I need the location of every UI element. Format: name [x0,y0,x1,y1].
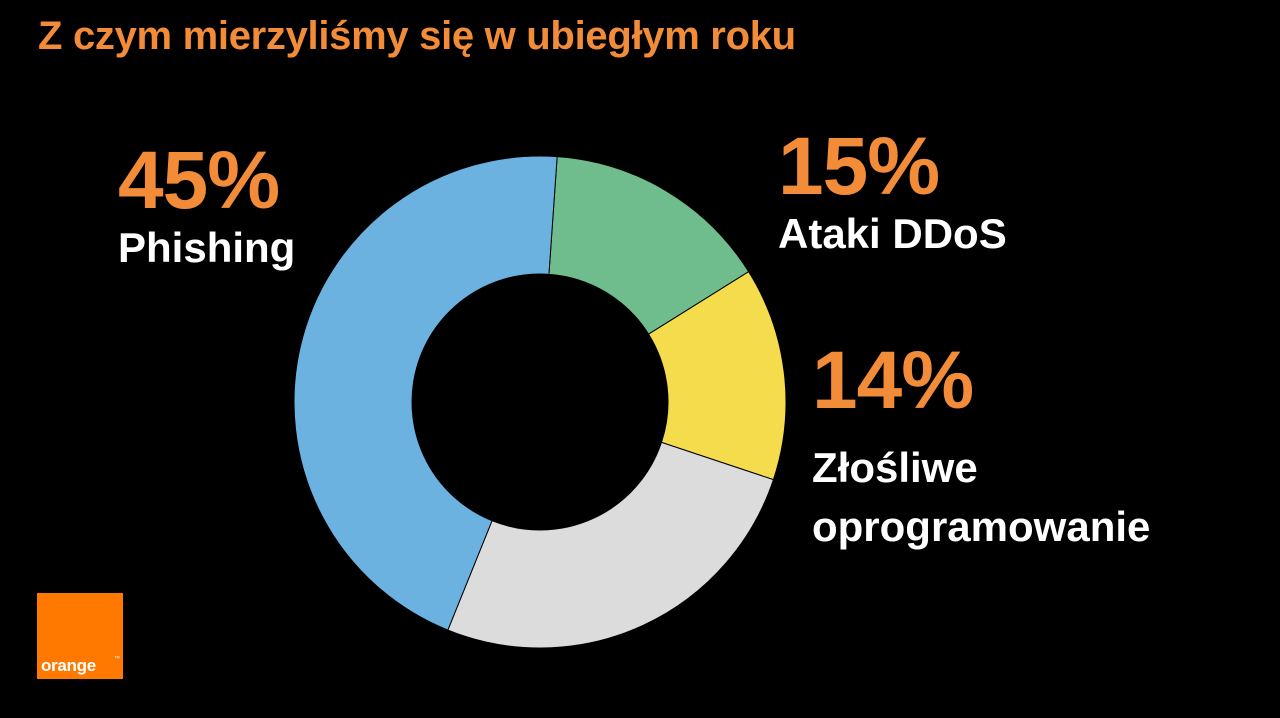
orange-logo: orange ™ [37,593,123,679]
page-title: Z czym mierzyliśmy się w ubiegłym roku [38,14,796,58]
phishing-name: Phishing [118,224,296,271]
ddos-percent: 15% [778,121,940,212]
malware-name-line1: Złośliwe [812,444,978,491]
ddos-name: Ataki DDoS [778,210,1007,257]
malware-name-line2: oprogramowanie [812,502,1151,550]
slice-ddos [548,156,750,335]
slice-malware [647,270,787,481]
phishing-percent: 45% [118,135,280,226]
slice-other [447,441,775,649]
slice-phishing [293,155,558,631]
orange-logo-text: orange [41,656,96,675]
malware-label: 14% Złośliwe oprogramowanie [812,340,1150,553]
ddos-label: 15% Ataki DDoS [778,126,1007,261]
phishing-label: 45% Phishing [118,140,295,275]
malware-percent: 14% [812,335,974,426]
orange-logo-tm: ™ [114,656,120,662]
